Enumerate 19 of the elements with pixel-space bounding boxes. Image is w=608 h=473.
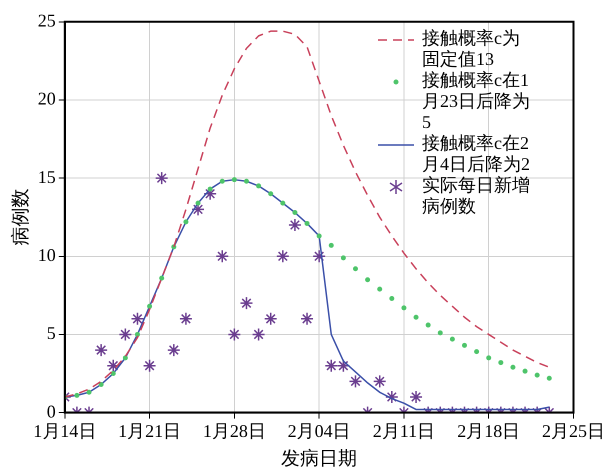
- x-axis-title: 发病日期: [281, 448, 358, 470]
- x-tick-label: 1月14日: [33, 421, 96, 442]
- x-tick-label: 1月28日: [202, 421, 266, 442]
- x-tick-label: 2月25日: [542, 421, 605, 442]
- y-tick-label: 25: [38, 10, 56, 31]
- y-tick-label: 20: [38, 88, 56, 109]
- y-tick-label: 15: [38, 166, 56, 187]
- legend-label: 实际每日新增病例数: [422, 175, 531, 217]
- legend-label: 接触概率c在2月4日后降为2: [422, 133, 531, 175]
- x-tick-label: 2月04日: [288, 421, 351, 442]
- y-tick-label: 0: [46, 401, 56, 422]
- x-tick-label: 2月18日: [457, 421, 520, 442]
- x-tick-label: 2月11日: [372, 421, 436, 442]
- x-tick-label: 1月21日: [118, 421, 182, 442]
- legend-label: 接触概率c在1月23日后降为5: [422, 70, 531, 133]
- y-tick-label: 5: [46, 323, 56, 344]
- y-axis-title: 病例数: [10, 188, 32, 246]
- legend-label: 接触概率c为固定值13: [422, 28, 521, 70]
- y-tick-label: 10: [38, 245, 56, 266]
